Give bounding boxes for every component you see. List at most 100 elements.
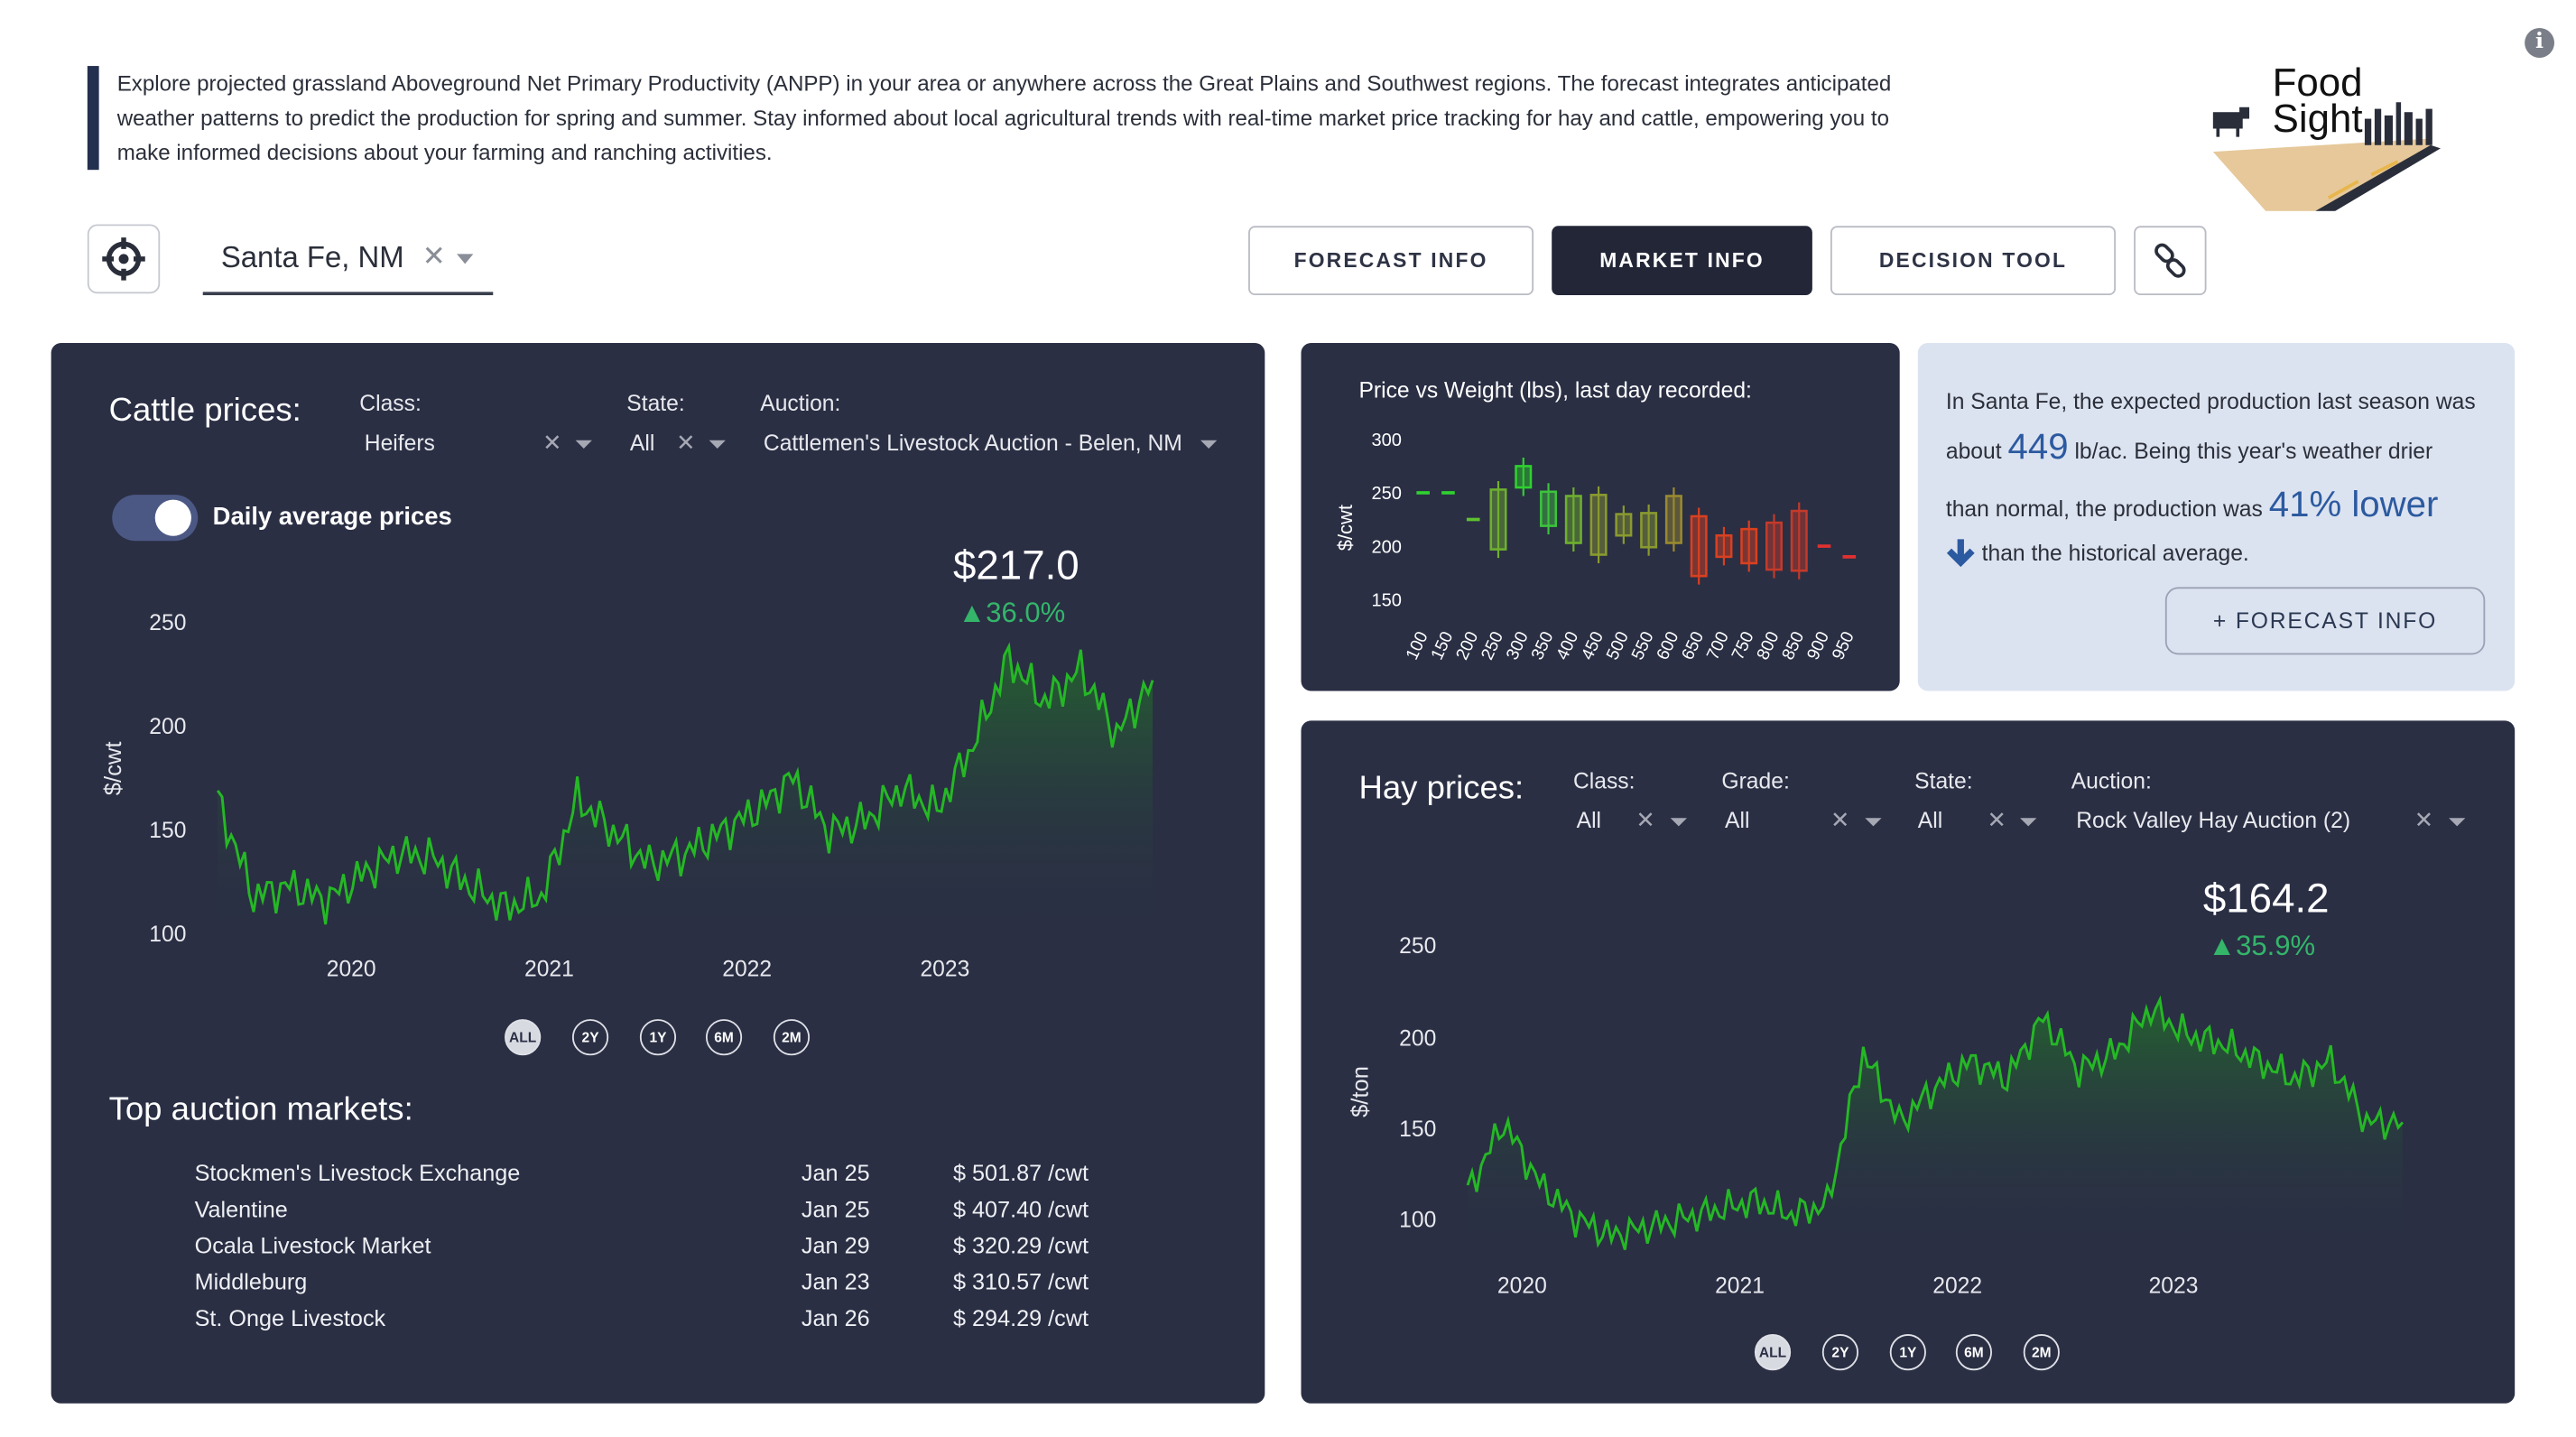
clear-grade-icon[interactable]: ✕ (1830, 806, 1850, 833)
production-summary-card: In Santa Fe, the expected production las… (1917, 343, 2516, 691)
clear-class-icon[interactable]: ✕ (1635, 806, 1655, 833)
x-tick: 2021 (1715, 1273, 1765, 1298)
hay-state-select[interactable]: All (1917, 808, 1943, 833)
market-date: Jan 25 (801, 1161, 870, 1186)
clear-class-icon[interactable]: ✕ (542, 429, 562, 456)
market-price: $ 501.87 /cwt (953, 1161, 1089, 1186)
range-2m-button[interactable]: 2M (2023, 1334, 2060, 1371)
y-tick: 250 (149, 609, 187, 635)
cattle-title: Cattle prices: (108, 392, 301, 430)
share-link-button[interactable] (2134, 226, 2207, 296)
clear-auction-icon[interactable]: ✕ (2414, 806, 2434, 833)
range-2m-button[interactable]: 2M (773, 1019, 811, 1056)
box-x-tick: 700 (1703, 629, 1733, 663)
chevron-down-icon[interactable] (575, 440, 592, 449)
box-x-tick: 600 (1654, 629, 1683, 663)
summary-line-1: In Santa Fe, the expected production las… (1945, 389, 2476, 414)
cattle-y-axis-label: $/cwt (99, 741, 126, 796)
box-body (1515, 465, 1533, 489)
location-select[interactable]: Santa Fe, NM ✕ (202, 227, 494, 296)
daily-average-label: Daily average prices (212, 503, 452, 532)
hay-y-axis-label: $/ton (1346, 1066, 1374, 1117)
summary-line-2: about 449 lb/ac. Being this year's weath… (1946, 425, 2432, 468)
link-icon (2154, 243, 2186, 278)
box-body (1489, 488, 1507, 551)
chevron-down-icon[interactable] (1670, 818, 1688, 827)
box-y-tick: 200 (1371, 537, 1402, 557)
box-body (1564, 495, 1582, 544)
forecast-info-button[interactable]: FORECAST INFO (1248, 226, 1534, 296)
clear-state-icon[interactable]: ✕ (1987, 806, 2006, 833)
y-tick: 200 (1399, 1025, 1437, 1051)
y-tick: 250 (1399, 933, 1437, 959)
box-body (1640, 512, 1658, 549)
chevron-down-icon[interactable] (2020, 818, 2037, 827)
production-value: 449 (2007, 425, 2069, 468)
clear-state-icon[interactable]: ✕ (676, 429, 696, 456)
hay-grade-select[interactable]: All (1725, 808, 1750, 833)
x-tick: 2023 (920, 956, 970, 982)
hay-class-select[interactable]: All (1576, 808, 1602, 833)
market-info-button[interactable]: MARKET INFO (1552, 226, 1812, 296)
box-y-tick: 300 (1371, 431, 1402, 450)
box-body (1664, 495, 1682, 544)
clear-location-icon[interactable]: ✕ (422, 240, 446, 273)
range-6m-button[interactable]: 6M (705, 1019, 743, 1056)
box-y-axis-label: $/cwt (1334, 505, 1357, 551)
market-name: Stockmen's Livestock Exchange (194, 1161, 521, 1186)
y-tick: 150 (1399, 1116, 1437, 1142)
cattle-class-select[interactable]: Heifers (364, 430, 435, 456)
market-row: Ocala Livestock Market Jan 29 $ 320.29 /… (195, 1234, 1118, 1267)
price-line (216, 642, 1154, 925)
box-x-tick: 850 (1779, 629, 1809, 663)
range-2y-button[interactable]: 2Y (1821, 1334, 1859, 1371)
info-icon[interactable]: i (2525, 28, 2555, 58)
box-body (1690, 515, 1708, 578)
market-row: St. Onge Livestock Jan 26 $ 294.29 /cwt (195, 1306, 1118, 1340)
box-x-tick: 650 (1679, 629, 1709, 663)
market-row: Stockmen's Livestock Exchange Jan 25 $ 5… (195, 1161, 1118, 1194)
range-1y-button[interactable]: 1Y (639, 1019, 677, 1056)
box-x-tick: 350 (1528, 629, 1558, 663)
cattle-state-select[interactable]: All (629, 430, 655, 456)
range-2y-button[interactable]: 2Y (571, 1019, 609, 1056)
hay-panel (1301, 720, 2516, 1404)
chevron-down-icon[interactable] (1865, 818, 1882, 827)
hay-auction-select[interactable]: Rock Valley Hay Auction (2) (2076, 808, 2351, 833)
box-body (1715, 533, 1733, 559)
market-price: $ 310.57 /cwt (953, 1269, 1089, 1295)
range-1y-button[interactable]: 1Y (1889, 1334, 1926, 1371)
box-x-tick: 150 (1428, 629, 1458, 663)
forecast-info-card-button[interactable]: + FORECAST INFO (2164, 587, 2486, 655)
box-x-tick: 200 (1453, 629, 1483, 663)
decision-tool-button[interactable]: DECISION TOOL (1830, 226, 2117, 296)
chevron-down-icon[interactable] (1200, 440, 1218, 449)
x-tick: 2022 (1932, 1273, 1983, 1298)
hay-class-label: Class: (1572, 768, 1635, 793)
box-x-tick: 550 (1628, 629, 1658, 663)
summary-line-4: than the historical average. (1946, 538, 2249, 568)
box-x-tick: 900 (1803, 629, 1833, 663)
chevron-down-icon[interactable] (709, 440, 726, 449)
price-weight-title: Price vs Weight (lbs), last day recorded… (1358, 377, 1752, 403)
market-name: St. Onge Livestock (194, 1305, 386, 1331)
range-all-button[interactable]: ALL (505, 1019, 542, 1056)
box-body (1740, 527, 1758, 565)
box-x-tick: 250 (1478, 629, 1507, 663)
intro-text: Explore projected grassland Aboveground … (87, 66, 1902, 171)
range-all-button[interactable]: ALL (1754, 1334, 1792, 1371)
x-tick: 2023 (2148, 1273, 2199, 1298)
chevron-down-icon[interactable] (457, 254, 474, 264)
daily-average-toggle[interactable] (112, 495, 199, 542)
y-tick: 150 (149, 818, 187, 843)
locate-me-button[interactable] (87, 224, 161, 294)
hay-price-chart (1466, 995, 2405, 1254)
toggle-knob (154, 499, 191, 536)
range-6m-button[interactable]: 6M (1955, 1334, 1993, 1371)
chevron-down-icon[interactable] (2449, 818, 2466, 827)
x-tick: 2022 (722, 956, 773, 982)
price-weight-chart: $/cwt30025020015010015020025030035040045… (1334, 431, 1858, 663)
cattle-auction-select[interactable]: Cattlemen's Livestock Auction - Belen, N… (763, 430, 1182, 456)
market-date: Jan 29 (801, 1233, 870, 1259)
hay-grade-label: Grade: (1721, 768, 1790, 793)
